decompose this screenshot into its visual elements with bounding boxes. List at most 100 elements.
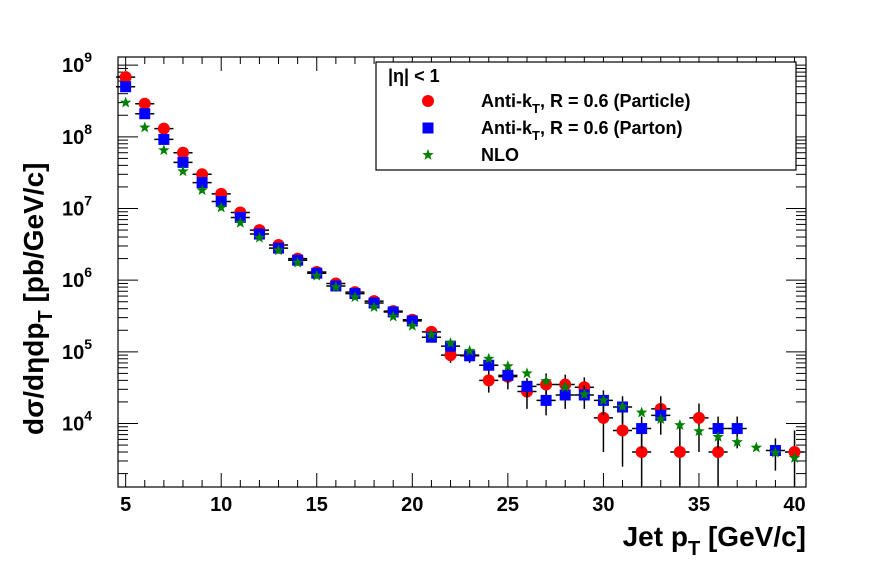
data-point (215, 201, 227, 213)
data-point (253, 231, 266, 243)
data-point (272, 244, 285, 256)
legend-header: |η| < 1 (388, 66, 440, 86)
data-point (616, 400, 629, 412)
y-tick-label: 108 (62, 121, 92, 149)
data-point (139, 108, 151, 120)
data-point (712, 430, 724, 442)
data-point (158, 133, 170, 145)
data-point (693, 425, 705, 437)
data-point (406, 319, 419, 331)
data-point (540, 378, 553, 391)
data-point (425, 328, 438, 340)
data-point (731, 436, 743, 447)
data-point (330, 281, 342, 292)
data-point (176, 146, 189, 159)
y-tick-label: 106 (62, 264, 92, 292)
data-point (138, 97, 151, 110)
data-point (597, 411, 610, 424)
data-point (597, 394, 610, 406)
data-point (673, 446, 686, 459)
data-point (215, 196, 227, 208)
data-point (311, 269, 323, 281)
data-point (788, 452, 801, 463)
data-point (750, 441, 763, 453)
x-axis-title: Jet pT [GeV/c] (623, 521, 806, 560)
data-point (120, 81, 132, 93)
legend-entries: Anti-kT, R = 0.6 (Particle)Anti-kT, R = … (422, 91, 691, 165)
data-point (482, 374, 495, 387)
y-axis-title-main: dσ/dηdp (18, 323, 49, 435)
x-axis-title-unit: [GeV/c] (700, 521, 806, 552)
legend-marker (422, 149, 434, 160)
data-point (368, 301, 380, 313)
series-star (119, 96, 801, 463)
data-point (540, 394, 552, 406)
data-point (616, 424, 629, 437)
y-axis-title-sub: T (35, 310, 57, 322)
data-point (444, 337, 457, 349)
data-point (483, 359, 495, 371)
data-point (655, 413, 667, 424)
x-tick-label: 15 (306, 494, 328, 516)
series-layer (116, 71, 805, 486)
data-point (139, 121, 151, 133)
data-point (559, 381, 571, 393)
x-tick-label: 20 (401, 494, 423, 516)
data-point (692, 411, 705, 424)
data-point (502, 369, 514, 381)
legend-label: Anti-kT, R = 0.6 (Parton) (481, 118, 683, 143)
data-point (559, 389, 571, 401)
data-point (463, 344, 476, 356)
data-point (177, 165, 189, 177)
y-tick-label: 107 (62, 192, 92, 220)
data-point (483, 352, 495, 364)
x-tick-label: 5 (120, 494, 131, 516)
data-point (444, 349, 457, 362)
data-point (157, 122, 170, 135)
y-tick-label: 105 (62, 336, 92, 364)
data-point (177, 156, 189, 168)
data-point (578, 388, 591, 400)
data-point (119, 96, 132, 108)
data-point (119, 71, 132, 84)
data-point (387, 310, 399, 322)
data-point (158, 144, 170, 156)
x-tick-label: 40 (783, 494, 805, 516)
legend: |η| < 1 Anti-kT, R = 0.6 (Particle)Anti-… (375, 61, 797, 171)
data-point (636, 423, 648, 435)
data-point (291, 256, 304, 268)
legend-label: Anti-kT, R = 0.6 (Particle) (481, 91, 691, 116)
legend-marker (422, 122, 434, 134)
data-point (521, 367, 533, 379)
data-point (635, 446, 648, 459)
x-axis-title-main: Jet p (623, 521, 688, 552)
data-point (234, 216, 247, 228)
y-tick-label: 104 (62, 407, 92, 435)
y-tick-label: 109 (62, 49, 92, 77)
data-point (349, 291, 361, 302)
data-point (712, 423, 724, 435)
data-point (196, 184, 208, 196)
data-point (445, 340, 457, 352)
data-point (635, 406, 648, 418)
legend-marker (422, 95, 434, 107)
data-point (521, 380, 533, 392)
data-point (769, 446, 782, 458)
data-point (196, 177, 208, 189)
data-point (502, 360, 514, 372)
y-axis-title: dσ/dηdpT [pb/GeV/c] (18, 163, 57, 435)
x-tick-label: 10 (210, 494, 232, 516)
plot-frame (117, 56, 807, 488)
data-point (674, 419, 686, 430)
legend-label: NLO (481, 145, 519, 165)
x-tick-label: 25 (497, 494, 519, 516)
data-point (540, 375, 552, 386)
data-point (788, 446, 801, 459)
data-point (712, 446, 725, 459)
x-tick-label: 30 (592, 494, 614, 516)
legend-box (375, 61, 797, 171)
x-axis-title-sub: T (688, 538, 700, 560)
data-point (464, 350, 476, 362)
data-point (731, 423, 743, 435)
